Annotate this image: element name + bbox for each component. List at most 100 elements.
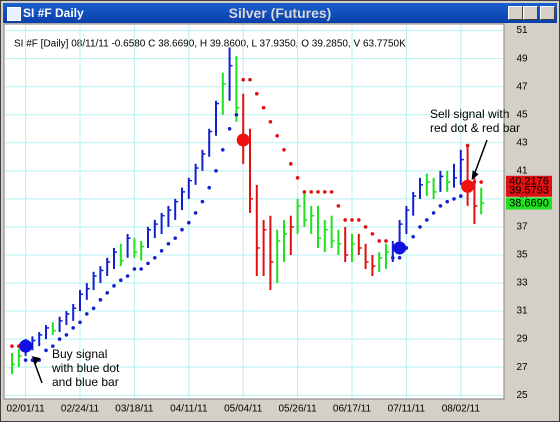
- stop-dot: [98, 298, 103, 302]
- x-tick-label: 08/02/11: [442, 404, 481, 415]
- stop-dot: [418, 225, 422, 229]
- price-label: 38.6690: [509, 197, 549, 209]
- stop-dot: [309, 190, 314, 194]
- stop-dot: [125, 274, 130, 278]
- arrow-head: [471, 170, 479, 181]
- annotation-text: and blue bar: [52, 375, 119, 389]
- stop-dot: [132, 267, 137, 271]
- stop-dot: [64, 333, 69, 337]
- stop-dot: [261, 105, 266, 110]
- stop-dot: [350, 218, 354, 222]
- stop-dot: [275, 133, 280, 138]
- y-tick-label: 45: [516, 109, 528, 120]
- y-tick-label: 33: [516, 278, 528, 289]
- stop-dot: [465, 143, 470, 148]
- stop-dot: [146, 261, 150, 266]
- stop-dot: [329, 190, 334, 194]
- arrow-head: [31, 356, 41, 365]
- stop-dot: [282, 148, 286, 152]
- stop-dot: [173, 236, 177, 240]
- stop-dot: [23, 358, 28, 362]
- stop-dot: [254, 91, 259, 96]
- stop-dot: [397, 255, 402, 260]
- title-bar: SI #F Daily Silver (Futures): [3, 3, 557, 23]
- stop-dot: [295, 176, 300, 180]
- x-tick-label: 06/17/11: [333, 404, 372, 415]
- stop-dot: [343, 218, 348, 222]
- x-tick-label: 03/18/11: [115, 404, 154, 415]
- stop-dot: [139, 267, 143, 271]
- x-tick-label: 02/01/11: [7, 404, 46, 415]
- stop-dot: [193, 211, 198, 215]
- stop-dot: [411, 234, 416, 239]
- stop-dot: [214, 169, 218, 173]
- stop-dot: [248, 77, 252, 82]
- x-tick-label: 05/26/11: [279, 404, 318, 415]
- stop-dot: [425, 218, 429, 222]
- stop-dot: [10, 344, 14, 348]
- y-tick-label: 29: [516, 334, 528, 345]
- annotation-text: Buy signal: [52, 347, 107, 361]
- stop-dot: [323, 190, 327, 194]
- y-tick-label: 41: [516, 165, 528, 176]
- minimize-button[interactable]: [508, 6, 523, 20]
- annotation-text: with blue dot: [51, 361, 120, 375]
- stop-dot: [44, 348, 48, 353]
- y-tick-label: 35: [516, 250, 528, 261]
- annotation-arrow: [32, 359, 43, 384]
- price-label: 40.2176: [509, 176, 549, 188]
- stop-dot: [452, 197, 456, 201]
- stop-dot: [221, 148, 225, 152]
- x-tick-label: 07/11/11: [388, 404, 426, 415]
- stop-dot: [119, 278, 123, 283]
- stop-dot: [268, 119, 273, 124]
- stop-dot: [431, 211, 436, 215]
- stop-dot: [105, 291, 109, 295]
- stop-dot: [438, 204, 443, 208]
- stop-dot: [227, 126, 232, 131]
- stop-dot: [479, 180, 484, 184]
- stop-dot: [207, 185, 211, 190]
- signal-dot: [19, 339, 33, 353]
- stop-dot: [51, 344, 55, 348]
- signal-dot: [236, 133, 250, 147]
- stop-dot: [187, 220, 191, 225]
- close-button[interactable]: [540, 6, 555, 20]
- stop-dot: [459, 194, 463, 198]
- stop-dot: [85, 312, 89, 316]
- stop-dot: [91, 306, 96, 311]
- plot-area: [3, 23, 505, 400]
- window-icon: [7, 7, 21, 21]
- annotation-text: red dot & red bar: [430, 121, 520, 135]
- y-tick-label: 27: [516, 362, 528, 373]
- stop-dot: [336, 204, 341, 208]
- maximize-button[interactable]: [523, 6, 538, 20]
- stop-dot: [370, 232, 375, 236]
- stop-dot: [57, 337, 62, 341]
- stop-dot: [241, 77, 245, 82]
- stop-dot: [180, 227, 184, 232]
- y-tick-label: 49: [516, 53, 528, 64]
- stop-dot: [153, 255, 157, 260]
- stop-dot: [377, 239, 382, 243]
- stop-dot: [159, 248, 164, 253]
- stop-dot: [472, 180, 477, 184]
- stop-dot: [391, 255, 395, 260]
- stop-dot: [112, 284, 116, 288]
- y-tick-label: 51: [516, 25, 528, 36]
- y-tick-label: 43: [516, 137, 528, 148]
- y-tick-label: 37: [516, 222, 528, 233]
- y-tick-label: 25: [516, 390, 528, 401]
- stop-dot: [302, 190, 307, 194]
- stop-dot: [78, 320, 82, 325]
- price-label-box: [506, 197, 552, 210]
- x-tick-label: 04/11/11: [170, 404, 208, 415]
- annotation-text: Sell signal with: [430, 107, 509, 121]
- stop-dot: [445, 199, 450, 204]
- stop-dot: [200, 199, 205, 204]
- price-label-box: [506, 184, 552, 197]
- window-title: Silver (Futures): [228, 5, 332, 21]
- x-tick-label: 02/24/11: [61, 404, 100, 415]
- price-label: 39.5793: [509, 185, 549, 197]
